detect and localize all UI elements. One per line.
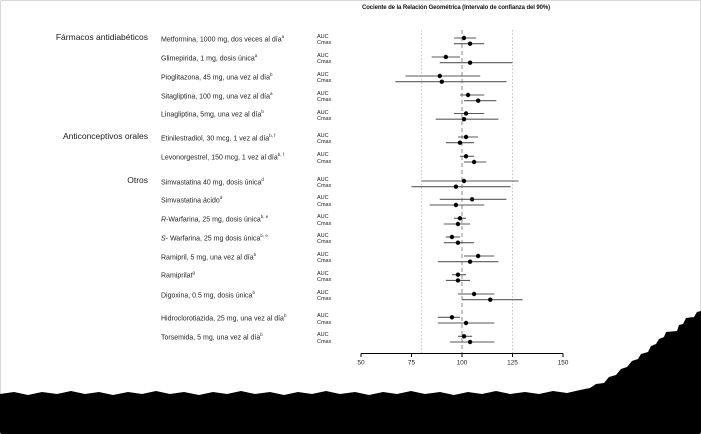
drug-label: Metformina, 1000 mg, dos veces al díaa (161, 33, 285, 43)
drug-label: Hidroclorotiazida, 25 mg, una vez al día… (161, 312, 287, 323)
metric-label-cmax: Cmax (317, 115, 332, 122)
reference-lines-group (421, 30, 513, 354)
x-axis-tick-label: 100 (457, 360, 468, 367)
metric-label-cmax: Cmax (317, 338, 332, 345)
drug-label: Torsemida, 5 mg, una vez al díab (161, 331, 263, 342)
point-estimate-auc (463, 134, 469, 140)
drug-label: Simvastatina ácidod (161, 194, 223, 205)
drug-label: Etinilestradiol, 30 mcg, 1 vez al díab, … (161, 132, 276, 142)
metric-label-cmax: Cmax (317, 276, 332, 283)
point-estimate-auc (443, 54, 449, 60)
metric-label-auc: AUC (317, 270, 329, 277)
point-estimate-cmax (461, 117, 467, 122)
metric-label-cmax: Cmax (317, 59, 332, 66)
x-axis-tick-label: 125 (507, 360, 518, 367)
point-estimate-cmax (467, 259, 473, 264)
x-axis-tick-label: 150 (558, 360, 569, 367)
metric-label-cmax: Cmax (317, 220, 332, 227)
point-estimate-cmax (455, 278, 461, 283)
metric-label-cmax: Cmax (317, 158, 332, 165)
chart-title: Cociente de la Relación Geométrica (Inte… (361, 5, 551, 11)
metric-label-cmax: Cmax (317, 97, 332, 104)
metric-label-auc: AUC (317, 214, 329, 221)
metric-label-cmax: Cmax (317, 139, 332, 146)
point-estimate-auc (455, 272, 461, 277)
drug-label: R-Warfarina, 25 mg, dosis únicab, e (161, 213, 269, 224)
metric-label-auc: AUC (317, 133, 329, 139)
point-estimate-cmax (439, 79, 444, 84)
drug-label: Ramiprilatg (161, 270, 196, 280)
point-estimate-auc (449, 234, 455, 240)
point-estimate-cmax (467, 339, 473, 345)
point-estimate-cmax (467, 41, 473, 46)
drug-label: Ramipril, 5 mg, una vez al díab (161, 251, 257, 261)
point-estimate-cmax (455, 240, 461, 245)
drug-label: Glimepirida, 1 mg, dosis únicaa (161, 52, 258, 62)
metric-label-cmax: Cmax (317, 319, 332, 326)
metric-label-cmax: Cmax (317, 239, 332, 246)
data-rows-group (395, 35, 523, 345)
metric-label-auc: AUC (317, 252, 329, 258)
point-estimate-cmax (467, 60, 473, 65)
drug-label: Levonorgestrel, 150 mcg, 1 vez al díab, … (161, 151, 284, 162)
point-estimate-auc (457, 216, 463, 221)
point-estimate-cmax (475, 98, 481, 103)
point-estimate-auc (437, 73, 442, 79)
point-estimate-auc (461, 334, 467, 339)
metric-label-auc: AUC (317, 233, 329, 239)
point-estimate-auc (463, 154, 469, 159)
category-label: Otros (127, 175, 148, 185)
category-label: Fármacos antidiabéticos (55, 32, 148, 42)
x-axis-tick-label: 75 (408, 360, 416, 367)
x-axis-group: 50 75 100 125 150 (357, 353, 569, 367)
metric-label-auc: AUC (317, 53, 329, 59)
point-estimate-cmax (463, 320, 469, 326)
metric-label-cmax: Cmax (317, 258, 332, 265)
x-axis-tick-label: 50 (357, 360, 365, 367)
drug-label: S- Warfarina, 25 mg dosis únicab, e (161, 232, 268, 242)
drug-label: Digoxina, 0.5 mg, dosis únicab (161, 289, 255, 299)
metric-label-cmax: Cmax (317, 40, 332, 47)
metric-label-auc: AUC (317, 72, 329, 78)
metric-label-auc: AUC (317, 177, 329, 183)
point-estimate-cmax (488, 297, 493, 302)
point-estimate-auc (461, 35, 467, 41)
metric-label-cmax: Cmax (317, 78, 332, 85)
point-estimate-cmax (457, 140, 463, 145)
point-estimate-auc (463, 111, 469, 116)
metric-label-auc: AUC (317, 34, 329, 40)
point-estimate-auc (475, 253, 481, 259)
point-estimate-auc (461, 178, 467, 184)
drug-label: Pioglitazona, 45 mg, una vez al díab (161, 71, 273, 81)
redaction-blob (0, 311, 701, 434)
metric-label-auc: AUC (317, 91, 329, 97)
metric-label-auc: AUC (317, 195, 329, 202)
drug-label: Simvastatina 40 mg, dosis únicad (161, 176, 264, 186)
point-estimate-cmax (453, 202, 459, 208)
drug-label: Sitagliptina, 100 mg, una vez al díaa (161, 90, 273, 100)
point-estimate-auc (471, 291, 477, 297)
metric-label-auc: AUC (317, 152, 329, 159)
category-label: Anticonceptivos orales (62, 131, 148, 141)
metric-label-cmax: Cmax (317, 296, 332, 303)
point-estimate-cmax (455, 221, 461, 227)
point-estimate-cmax (471, 159, 477, 165)
point-estimate-auc (449, 315, 455, 320)
metric-label-auc: AUC (317, 313, 329, 320)
metric-label-auc: AUC (317, 332, 329, 339)
point-estimate-cmax (453, 184, 459, 189)
metric-label-auc: AUC (317, 109, 329, 116)
metric-label-auc: AUC (317, 290, 329, 296)
metric-label-cmax: Cmax (317, 183, 332, 190)
point-estimate-auc (469, 197, 475, 202)
drug-label: Linagliptina, 5mg, una vez al díab (161, 109, 264, 119)
point-estimate-auc (465, 92, 471, 98)
metric-label-cmax: Cmax (317, 201, 332, 208)
